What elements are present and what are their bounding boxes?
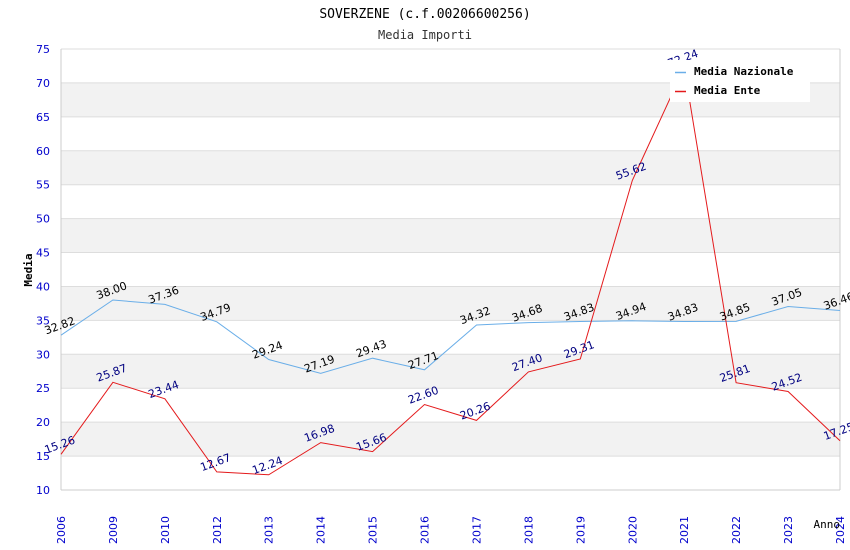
- grid-band: [61, 286, 840, 321]
- x-tick-label: 2018: [522, 516, 535, 544]
- x-tick-label: 2017: [470, 516, 483, 544]
- legend: Media Nazionale Media Ente: [670, 60, 810, 102]
- y-tick-label: 55: [36, 179, 50, 192]
- x-tick-label: 2022: [730, 516, 743, 544]
- legend-label-media-nazionale: Media Nazionale: [694, 65, 794, 78]
- y-axis-ticks: 10 15 20 25 30 35 40 45 50 55 60 65 70 75: [36, 43, 50, 497]
- series-line-media-nazionale: [60, 299, 841, 374]
- grid-band: [61, 422, 840, 457]
- grid-band: [61, 150, 840, 185]
- y-tick-label: 35: [36, 314, 50, 327]
- y-tick-label: 50: [36, 213, 50, 226]
- y-tick-label: 20: [36, 416, 50, 429]
- y-tick-label: 10: [36, 484, 50, 497]
- x-tick-label: 2019: [574, 516, 587, 544]
- plot-frame: [60, 49, 841, 491]
- data-label: 20.26: [458, 400, 492, 423]
- x-tick-label: 2010: [159, 516, 172, 544]
- x-tick-label: 2016: [419, 516, 432, 544]
- series-lines: [60, 66, 841, 476]
- y-tick-label: 70: [36, 77, 50, 90]
- grid-bands: [61, 48, 840, 491]
- x-tick-label: 2012: [211, 516, 224, 544]
- x-tick-label: 2021: [678, 516, 691, 544]
- x-tick-label: 2014: [315, 516, 328, 544]
- series-line-media-ente: [60, 66, 841, 476]
- y-tick-label: 30: [36, 348, 50, 361]
- x-tick-label: 2013: [263, 516, 276, 544]
- x-tick-label: 2024: [834, 516, 847, 544]
- y-tick-label: 65: [36, 111, 50, 124]
- y-tick-label: 75: [36, 43, 50, 56]
- y-tick-label: 25: [36, 382, 50, 395]
- y-tick-label: 15: [36, 450, 50, 463]
- x-axis-ticks: 2006 2009 2010 2012 2013 2014 2015 2016 2017 2018…: [55, 516, 847, 544]
- y-tick-label: 45: [36, 247, 50, 260]
- grid-band: [61, 354, 840, 389]
- chart-subtitle: Media Importi: [378, 28, 472, 42]
- x-tick-label: 2020: [626, 516, 639, 544]
- y-axis-label: Media: [22, 253, 35, 286]
- chart-title: SOVERZENE (c.f.00206600256): [319, 7, 530, 22]
- x-tick-label: 2009: [107, 516, 120, 544]
- x-axis-label: Anno: [814, 518, 841, 531]
- x-tick-label: 2023: [782, 516, 795, 544]
- data-label: 12.24: [251, 454, 285, 477]
- x-tick-label: 2006: [55, 516, 68, 544]
- y-tick-label: 60: [36, 145, 50, 158]
- y-tick-label: 40: [36, 280, 50, 293]
- legend-label-media-ente: Media Ente: [694, 84, 761, 97]
- legend-background: [670, 60, 810, 102]
- x-tick-label: 2015: [367, 516, 380, 544]
- grid-band: [61, 218, 840, 253]
